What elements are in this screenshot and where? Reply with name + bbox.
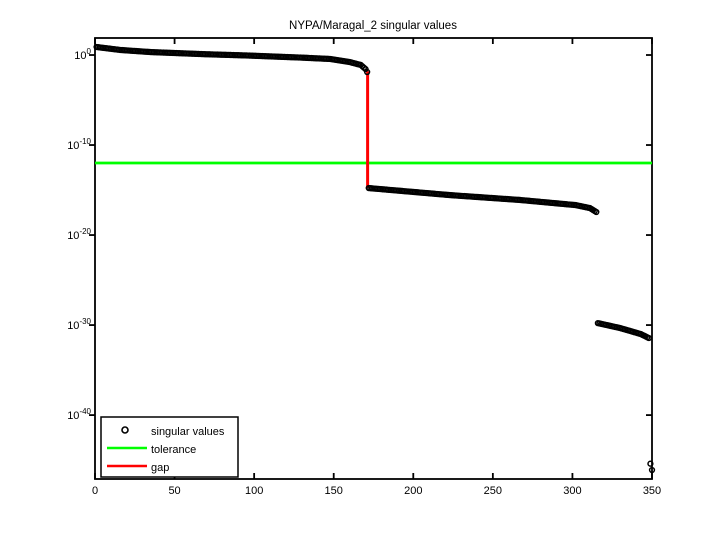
x-axis-tick-label: 100 — [245, 485, 263, 497]
singular-value-marker — [647, 460, 654, 467]
legend-singular-values-marker-icon — [121, 426, 129, 434]
y-axis-tick-label: 100 — [74, 47, 91, 62]
legend-label-singular-values: singular values — [151, 426, 225, 438]
y-axis-tick-label: 10-10 — [67, 137, 91, 152]
singular-value-marker — [645, 334, 652, 342]
x-axis-tick-label: 50 — [168, 485, 180, 497]
singular-value-marker — [648, 466, 656, 474]
singular-value-marker — [363, 68, 371, 76]
x-axis-tick-label: 0 — [92, 485, 98, 497]
x-axis-tick-label: 350 — [643, 485, 661, 497]
y-axis-tick-label: 10-30 — [67, 317, 91, 332]
axes-ticks: 0 50 100 150 200 250 300 350 100 10-10 10-20 10-30 1… — [67, 38, 661, 497]
x-axis-tick-label: 250 — [484, 485, 502, 497]
x-axis-tick-label: 300 — [563, 485, 581, 497]
y-axis-tick-label: 10-40 — [67, 407, 91, 422]
legend-label-tolerance: tolerance — [151, 444, 196, 456]
legend-label-gap: gap — [151, 462, 169, 474]
x-axis-tick-label: 200 — [404, 485, 422, 497]
y-axis-tick-label: 10-20 — [67, 227, 91, 242]
axes-box — [94, 37, 653, 480]
legend: singular values tolerance gap — [100, 416, 239, 478]
x-axis-tick-label: 150 — [325, 485, 343, 497]
singular-value-marker — [593, 208, 600, 216]
plot-content — [93, 43, 656, 474]
chart-title: NYPA/Maragal_2 singular values — [289, 20, 457, 32]
